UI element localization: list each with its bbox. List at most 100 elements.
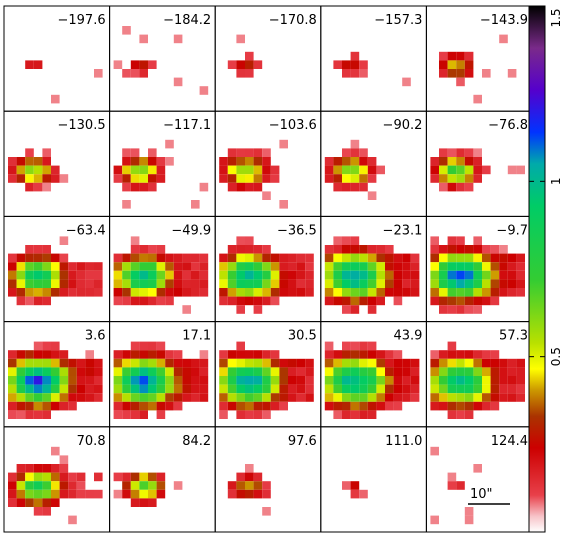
emission-pixel <box>76 393 86 402</box>
emission-pixel <box>33 60 43 69</box>
emission-pixel <box>8 288 17 297</box>
emission-pixel <box>236 165 245 175</box>
emission-pixel <box>236 69 245 78</box>
emission-pixel <box>439 182 448 192</box>
emission-pixel <box>165 270 174 280</box>
emission-pixel <box>324 253 334 263</box>
emission-pixel <box>367 305 377 314</box>
emission-pixel <box>227 376 237 385</box>
emission-pixel <box>122 481 131 490</box>
emission-pixel <box>350 236 360 245</box>
emission-pixel <box>130 148 140 157</box>
emission-pixel <box>51 341 60 351</box>
emission-pixel <box>191 262 200 271</box>
emission-pixel <box>94 393 103 402</box>
emission-pixel <box>33 157 43 166</box>
emission-pixel <box>473 148 482 157</box>
emission-pixel <box>148 489 157 499</box>
emission-pixel <box>148 148 157 157</box>
emission-pixel <box>236 288 245 297</box>
emission-pixel <box>130 341 140 351</box>
emission-pixel <box>262 148 271 157</box>
emission-pixel <box>439 69 448 78</box>
emission-pixel <box>430 296 439 306</box>
emission-pixel <box>296 384 306 394</box>
emission-pixel <box>130 384 140 394</box>
emission-pixel <box>447 384 457 394</box>
emission-pixel <box>42 367 51 376</box>
emission-pixel <box>410 358 420 368</box>
emission-pixel <box>148 60 157 69</box>
emission-pixel <box>253 393 263 402</box>
emission-pixel <box>439 165 448 175</box>
emission-pixel <box>324 157 334 166</box>
emission-pixel <box>76 288 86 297</box>
emission-pixel <box>25 376 34 385</box>
emission-pixel <box>42 410 51 419</box>
emission-pixel <box>33 182 43 192</box>
emission-pixel <box>270 350 280 359</box>
emission-pixel <box>68 262 77 271</box>
emission-pixel <box>139 358 148 368</box>
emission-pixel <box>25 481 34 490</box>
emission-pixel <box>148 270 157 280</box>
emission-pixel <box>447 376 457 385</box>
emission-pixel <box>499 376 508 385</box>
emission-pixel <box>33 507 43 516</box>
emission-pixel <box>270 393 280 402</box>
emission-pixel <box>51 489 60 499</box>
emission-pixel <box>165 350 174 359</box>
emission-pixel <box>402 262 411 271</box>
emission-pixel <box>113 296 123 306</box>
emission-pixel <box>156 270 166 280</box>
emission-pixel <box>227 253 237 263</box>
emission-pixel <box>165 139 174 149</box>
emission-pixel <box>367 245 377 254</box>
emission-pixel <box>245 288 254 297</box>
emission-pixel <box>130 489 140 499</box>
emission-pixel <box>473 245 482 254</box>
emission-pixel <box>33 393 43 402</box>
emission-pixel <box>122 296 131 306</box>
emission-pixel <box>410 279 420 288</box>
emission-pixel <box>113 393 123 402</box>
emission-pixel <box>33 401 43 411</box>
emission-pixel <box>219 270 228 280</box>
channel-panel <box>109 5 216 112</box>
emission-pixel <box>139 376 148 385</box>
emission-pixel <box>350 245 360 254</box>
emission-pixel <box>464 279 474 288</box>
emission-pixel <box>42 253 51 263</box>
emission-pixel <box>288 253 297 263</box>
emission-pixel <box>456 51 465 61</box>
emission-pixel <box>33 481 43 490</box>
emission-pixel <box>393 350 403 359</box>
emission-pixel <box>333 60 342 69</box>
emission-pixel <box>359 367 368 376</box>
emission-pixel <box>333 270 342 280</box>
emission-pixel <box>324 358 334 368</box>
emission-pixel <box>16 350 26 359</box>
emission-pixel <box>430 270 439 280</box>
emission-pixel <box>482 253 491 263</box>
velocity-label: −63.4 <box>66 223 106 238</box>
emission-pixel <box>122 350 131 359</box>
emission-pixel <box>139 401 148 411</box>
emission-pixel <box>148 245 157 254</box>
emission-pixel <box>139 245 148 254</box>
emission-pixel <box>139 262 148 271</box>
emission-pixel <box>8 376 17 385</box>
emission-pixel <box>59 489 69 499</box>
emission-pixel <box>236 481 245 490</box>
emission-pixel <box>156 350 166 359</box>
emission-pixel <box>25 270 34 280</box>
emission-pixel <box>85 262 94 271</box>
emission-pixel <box>270 288 280 297</box>
emission-pixel <box>516 279 525 288</box>
emission-pixel <box>402 376 411 385</box>
emission-pixel <box>59 367 69 376</box>
emission-pixel <box>270 376 280 385</box>
emission-pixel <box>359 489 368 499</box>
velocity-label: −36.5 <box>277 223 317 238</box>
emission-pixel <box>507 279 517 288</box>
